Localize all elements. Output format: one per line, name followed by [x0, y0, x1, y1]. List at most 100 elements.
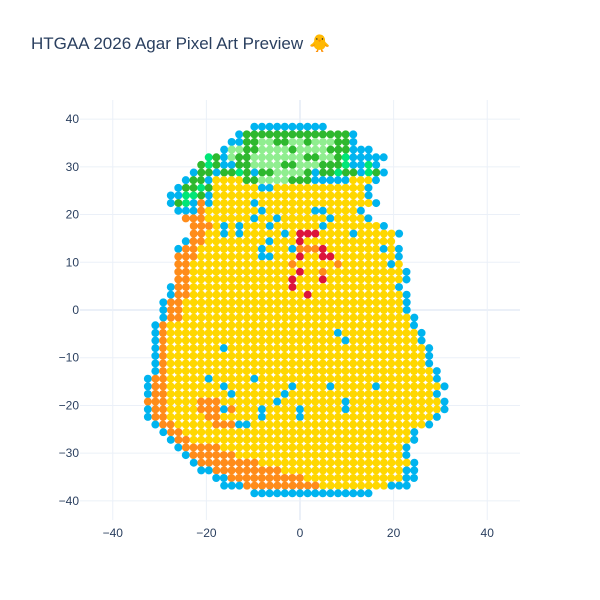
data-point [257, 382, 266, 391]
data-point [273, 122, 282, 131]
data-point [212, 252, 221, 261]
data-point [189, 237, 198, 246]
data-point [417, 351, 426, 360]
data-point [242, 160, 251, 169]
data-point [227, 451, 236, 460]
data-point [379, 351, 388, 360]
data-point [189, 328, 198, 337]
data-point [235, 222, 244, 230]
data-point [303, 367, 312, 376]
data-point [326, 153, 335, 162]
data-point [303, 222, 312, 230]
data-point [356, 474, 365, 482]
data-point [364, 412, 373, 421]
data-point [318, 443, 327, 452]
data-point [197, 275, 206, 284]
data-point [349, 443, 358, 452]
data-point [242, 451, 251, 460]
data-point [402, 336, 411, 345]
data-point [182, 435, 191, 444]
y-tick-label: 40 [66, 112, 80, 126]
data-point [296, 382, 304, 391]
data-point [227, 244, 236, 253]
data-point [364, 359, 373, 368]
x-tick-label: −40 [103, 526, 124, 540]
data-point [288, 405, 297, 414]
data-point [235, 367, 244, 376]
data-point [189, 283, 198, 292]
data-point [265, 306, 274, 314]
data-point [326, 435, 335, 444]
data-point [235, 351, 244, 360]
data-point [235, 206, 244, 215]
data-point [273, 229, 282, 238]
data-point [174, 390, 183, 398]
data-point [227, 138, 236, 146]
data-point [212, 374, 221, 383]
data-point [257, 321, 266, 330]
data-point [227, 474, 236, 482]
data-point [280, 474, 289, 482]
data-point [364, 481, 373, 490]
data-point [166, 374, 175, 383]
data-point [197, 466, 206, 475]
data-point [402, 474, 411, 482]
data-point [273, 351, 282, 360]
data-point [158, 420, 167, 429]
data-point [402, 351, 411, 360]
data-point [394, 397, 403, 406]
data-point [151, 405, 160, 414]
data-point [379, 359, 388, 368]
data-point [341, 374, 350, 383]
data-point [341, 199, 350, 208]
data-point [387, 260, 396, 269]
data-point [395, 466, 403, 475]
data-point [296, 283, 305, 292]
data-point [280, 206, 289, 215]
data-point [318, 191, 327, 200]
data-point [326, 420, 335, 429]
data-point [227, 229, 236, 238]
data-point [379, 474, 388, 482]
data-point [235, 428, 244, 437]
data-point [379, 153, 388, 162]
data-point [303, 298, 312, 307]
data-point [387, 275, 396, 284]
data-point [257, 489, 266, 498]
data-point [242, 458, 251, 467]
data-point [349, 397, 358, 406]
data-point [212, 267, 221, 276]
data-point [181, 321, 190, 330]
data-point [265, 160, 274, 169]
data-point [182, 306, 191, 314]
data-point [410, 466, 419, 475]
data-point [265, 359, 274, 368]
data-point [204, 420, 213, 429]
data-point [250, 183, 259, 192]
data-point [349, 260, 358, 269]
data-point [197, 222, 206, 230]
data-point [402, 321, 411, 330]
data-point [326, 206, 335, 215]
data-point [311, 474, 320, 482]
data-point [159, 405, 168, 414]
data-point [227, 443, 236, 452]
data-point [280, 321, 289, 330]
data-point [212, 367, 221, 376]
data-point [371, 351, 380, 360]
data-point [395, 313, 404, 322]
data-point [318, 451, 327, 460]
data-point [349, 138, 358, 146]
data-point [158, 328, 167, 337]
data-point [250, 298, 259, 307]
data-point [227, 435, 236, 444]
data-point [212, 412, 221, 421]
data-point [356, 451, 365, 460]
y-axis-ticks: −40 −30 −20 −10 0 10 20 30 40 [59, 112, 80, 508]
data-point [394, 351, 403, 360]
data-point [204, 267, 213, 276]
data-point [250, 382, 259, 391]
data-point [258, 283, 267, 292]
data-point [227, 222, 236, 230]
data-point [372, 466, 381, 475]
